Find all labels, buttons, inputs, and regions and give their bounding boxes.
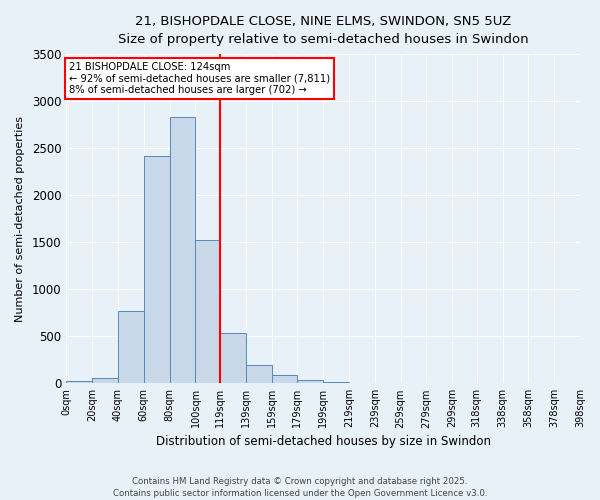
Title: 21, BISHOPDALE CLOSE, NINE ELMS, SWINDON, SN5 5UZ
Size of property relative to s: 21, BISHOPDALE CLOSE, NINE ELMS, SWINDON… — [118, 15, 529, 46]
Bar — [196, 240, 220, 384]
Text: 21 BISHOPDALE CLOSE: 124sqm
← 92% of semi-detached houses are smaller (7,811)
8%: 21 BISHOPDALE CLOSE: 124sqm ← 92% of sem… — [69, 62, 330, 95]
Bar — [144, 156, 170, 384]
Bar — [298, 380, 323, 384]
Bar — [67, 382, 92, 384]
Bar — [170, 117, 196, 384]
Bar — [246, 366, 272, 384]
Bar — [323, 382, 349, 384]
Bar — [220, 332, 246, 384]
Bar — [92, 378, 118, 384]
Text: Contains HM Land Registry data © Crown copyright and database right 2025.
Contai: Contains HM Land Registry data © Crown c… — [113, 476, 487, 498]
Y-axis label: Number of semi-detached properties: Number of semi-detached properties — [15, 116, 25, 322]
X-axis label: Distribution of semi-detached houses by size in Swindon: Distribution of semi-detached houses by … — [156, 434, 491, 448]
Bar — [272, 375, 298, 384]
Bar — [118, 311, 144, 384]
